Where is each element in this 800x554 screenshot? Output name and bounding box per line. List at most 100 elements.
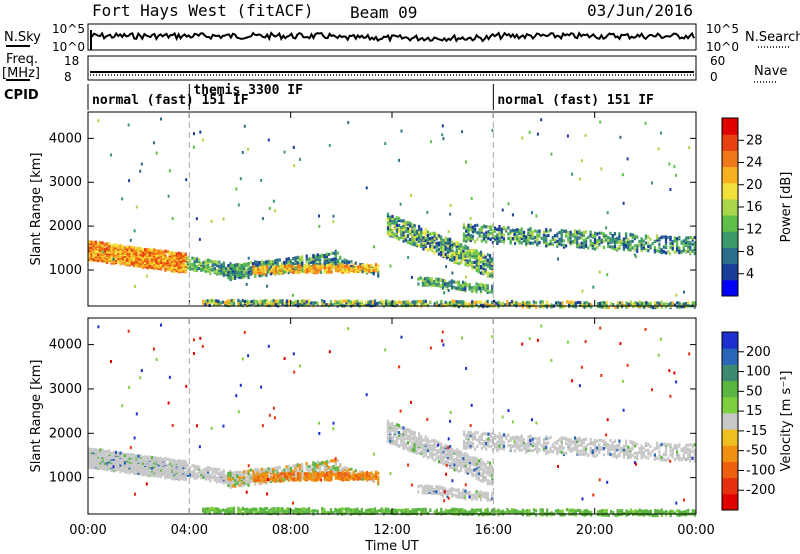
power-cell — [236, 274, 239, 278]
power-cell — [627, 238, 630, 242]
power-cell — [442, 253, 445, 257]
power-cell — [504, 303, 507, 307]
power-cell — [306, 264, 309, 268]
power-cell — [600, 238, 603, 242]
power-cell — [202, 268, 205, 272]
power-cell — [128, 179, 131, 183]
power-cell — [578, 231, 581, 235]
power-cell — [621, 301, 624, 305]
velocity-cell — [114, 464, 118, 468]
power-cell — [259, 269, 262, 273]
power-cell — [580, 159, 583, 163]
power-cell — [384, 142, 387, 146]
power-cell — [370, 263, 373, 268]
power-cell — [571, 239, 574, 243]
power-cell — [477, 259, 480, 264]
power-cell — [469, 223, 472, 227]
velocity-cell — [420, 442, 423, 446]
power-cell — [204, 265, 207, 269]
power-cell — [572, 300, 575, 304]
velocity-cell — [402, 447, 405, 451]
power-cell — [541, 305, 544, 309]
power-cell — [272, 265, 275, 269]
power-cell — [547, 229, 550, 233]
power-cell — [114, 243, 118, 247]
power-cell — [157, 255, 160, 259]
power-cell — [402, 300, 405, 304]
power-cell — [450, 279, 454, 283]
power-cell — [460, 252, 463, 256]
velocity-cell — [92, 455, 95, 459]
power-cell — [475, 303, 478, 307]
power-cell — [589, 233, 592, 237]
power-cell — [521, 300, 524, 304]
power-cell — [99, 246, 102, 250]
power-cell — [127, 123, 130, 127]
power-cell — [605, 300, 608, 304]
power-cell — [207, 258, 210, 262]
power-cell — [636, 244, 639, 248]
power-cell — [195, 264, 198, 269]
power-cell — [386, 217, 390, 221]
power-cell — [426, 248, 429, 252]
power-cell — [319, 267, 322, 271]
power-cell — [468, 258, 472, 262]
power-cell — [640, 237, 643, 241]
velocity-cell — [254, 472, 257, 476]
velocity-cell — [148, 472, 151, 476]
freq-tick-high: 18 — [64, 54, 79, 68]
power-cell — [314, 262, 317, 266]
power-cell — [323, 257, 326, 261]
power-cell — [591, 233, 594, 237]
power-cell — [410, 275, 413, 279]
power-cell — [482, 283, 485, 287]
power-cell — [294, 299, 297, 303]
power-cell — [400, 129, 403, 133]
power-cell — [626, 157, 629, 161]
power-cell — [305, 260, 308, 264]
power-cell — [217, 302, 220, 306]
power-cell — [341, 268, 344, 272]
power-cell — [629, 245, 632, 249]
power-cell — [292, 303, 295, 307]
power-cell — [522, 233, 526, 237]
velocity-cell — [334, 466, 337, 470]
power-cell — [678, 301, 681, 305]
power-cell — [451, 250, 454, 255]
power-cell — [182, 252, 185, 256]
power-cell — [303, 266, 306, 270]
power-cell — [195, 266, 198, 270]
power-cell — [562, 245, 565, 249]
velocity-cell — [200, 474, 203, 479]
velocity-cell — [193, 476, 196, 480]
velocity-cell — [334, 463, 337, 468]
velocity-cell — [128, 453, 131, 457]
power-cell — [258, 263, 261, 267]
power-cell — [281, 264, 284, 268]
power-cell — [418, 236, 421, 240]
power-cell — [616, 301, 619, 305]
power-cell — [671, 246, 674, 250]
power-cell — [431, 240, 434, 244]
velocity-cell — [182, 465, 185, 470]
power-cell — [288, 299, 291, 303]
velocity-cell — [238, 470, 241, 474]
power-cell — [413, 232, 416, 236]
power-cell — [243, 270, 246, 274]
power-cell — [340, 299, 344, 303]
power-cell — [642, 246, 645, 251]
power-cell — [444, 303, 447, 307]
power-cell — [274, 265, 278, 269]
velocity-cell — [153, 455, 156, 459]
power-cell — [139, 254, 142, 258]
power-cell — [453, 250, 456, 254]
velocity-cell — [99, 457, 102, 461]
power-cell — [404, 234, 407, 239]
power-cell — [177, 254, 180, 258]
power-cell — [473, 253, 476, 257]
power-cell — [656, 301, 659, 305]
power-cell — [465, 237, 468, 241]
power-cell — [468, 248, 472, 252]
velocity-cell — [404, 433, 407, 437]
velocity-cell — [121, 464, 124, 468]
